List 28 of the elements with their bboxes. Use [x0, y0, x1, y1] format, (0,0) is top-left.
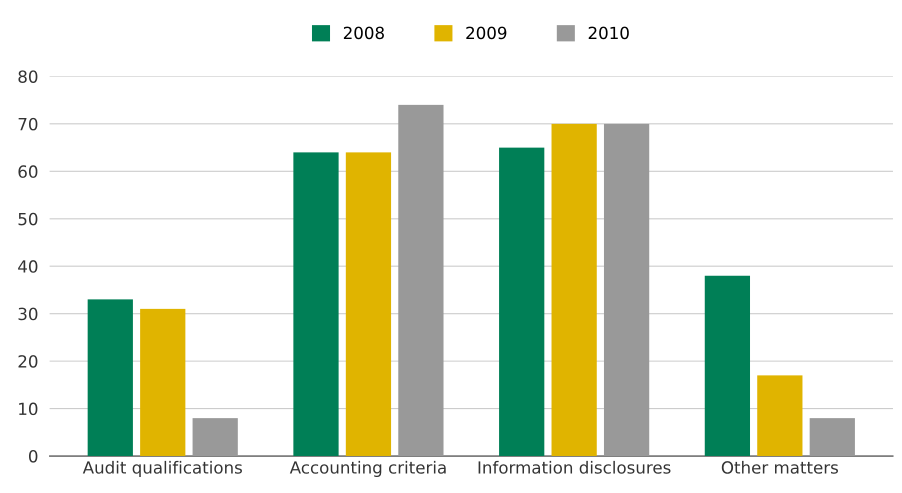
y-tick-label: 60	[18, 165, 38, 178]
y-tick-label: 10	[19, 402, 38, 416]
legend-label: 2009	[466, 26, 506, 40]
bar	[192, 418, 238, 456]
bar	[704, 276, 750, 456]
x-tick-label: Other matters	[722, 460, 838, 474]
bar	[810, 418, 855, 456]
x-tick-label: Audit qualifications	[82, 460, 242, 478]
bar	[398, 104, 444, 456]
bar	[552, 124, 597, 456]
bar	[88, 299, 133, 456]
bar	[757, 375, 802, 456]
legend-label: 2010	[588, 26, 629, 40]
x-tick-label: Accounting criteria	[290, 460, 446, 478]
x-tick-label: Information disclosures	[478, 460, 670, 474]
bar	[293, 152, 339, 456]
y-tick-label: 50	[18, 212, 38, 226]
bar	[499, 148, 544, 456]
y-tick-label: 70	[18, 118, 38, 130]
bar	[604, 124, 650, 456]
y-tick-label: 20	[18, 355, 38, 368]
y-tick-label: 80	[18, 70, 38, 83]
y-tick-label: 30	[18, 308, 38, 320]
y-tick-label: 40	[18, 260, 38, 273]
legend-label: 2008	[344, 26, 384, 40]
bar	[346, 152, 392, 456]
y-tick-label: 0	[28, 450, 38, 463]
bar	[140, 308, 186, 456]
